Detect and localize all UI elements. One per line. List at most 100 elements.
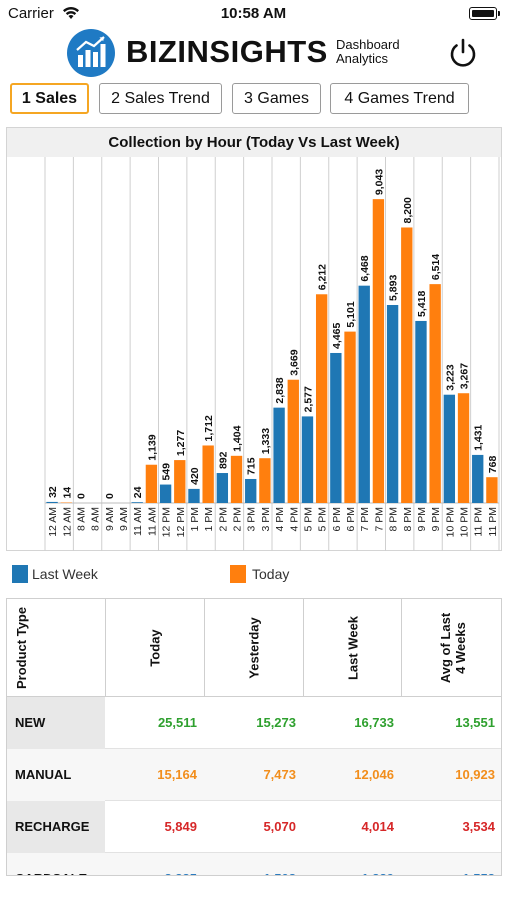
tab-sales[interactable]: 1 Sales bbox=[10, 83, 89, 114]
x-tick-label: 1 PM bbox=[189, 507, 201, 532]
app-header: BIZINSIGHTS Dashboard Analytics bbox=[0, 28, 507, 80]
header-avg-last-4-weeks: Avg of Last 4 Weeks bbox=[402, 599, 501, 697]
x-tick-label: 2 PM bbox=[232, 507, 244, 532]
data-label: 0 bbox=[104, 493, 116, 499]
chart-title: Collection by Hour (Today Vs Last Week) bbox=[7, 128, 501, 157]
bar-last-week bbox=[159, 484, 172, 503]
bar-today bbox=[287, 379, 299, 503]
x-tick-label: 6 PM bbox=[331, 507, 343, 532]
chart-legend: Last Week Today bbox=[0, 560, 507, 588]
data-label: 715 bbox=[246, 457, 258, 475]
bar-today bbox=[457, 393, 470, 503]
x-tick-label: 8 PM bbox=[402, 507, 414, 532]
x-tick-label: 12 AM bbox=[47, 507, 59, 537]
clock: 10:58 AM bbox=[220, 5, 287, 22]
data-label: 768 bbox=[487, 456, 499, 474]
cell-today: 2,335 bbox=[106, 853, 205, 875]
cell-today: 25,511 bbox=[157, 715, 197, 730]
x-tick-label: 11 AM bbox=[146, 507, 158, 536]
cell-last-week: 12,046 bbox=[354, 767, 394, 782]
x-tick-label: 10 PM bbox=[444, 507, 456, 537]
data-label: 1,139 bbox=[146, 434, 158, 460]
cell-yesterday: 15,273 bbox=[256, 715, 296, 730]
cell-yesterday: 7,473 bbox=[263, 767, 296, 782]
bar-last-week bbox=[46, 501, 58, 503]
bar-today bbox=[315, 294, 328, 503]
x-tick-label: 3 PM bbox=[246, 507, 258, 532]
carrier-label: Carrier bbox=[8, 5, 54, 22]
x-tick-label: 4 PM bbox=[274, 507, 286, 532]
bar-chart-logo-icon bbox=[67, 29, 115, 77]
tab-sales-trend[interactable]: 2 Sales Trend bbox=[99, 83, 222, 114]
power-icon[interactable] bbox=[446, 36, 480, 70]
x-tick-label: 8 AM bbox=[75, 507, 87, 531]
legend-label-today: Today bbox=[252, 566, 290, 582]
legend-label-last-week: Last Week bbox=[32, 566, 98, 582]
product-type-table: Product Type Today Yesterday Last Week A… bbox=[6, 598, 502, 876]
data-label: 4,465 bbox=[331, 323, 343, 349]
bar-today bbox=[486, 477, 498, 503]
brand-name: BIZINSIGHTS bbox=[126, 34, 328, 69]
data-label: 6,468 bbox=[359, 255, 371, 281]
x-tick-label: 1 PM bbox=[203, 507, 215, 532]
x-tick-label: 11 AM bbox=[132, 507, 144, 536]
bar-today bbox=[174, 460, 186, 503]
bar-today bbox=[344, 331, 356, 503]
cell-last-week: 16,733 bbox=[354, 715, 394, 730]
data-label: 9,043 bbox=[373, 169, 385, 195]
x-tick-label: 4 PM bbox=[288, 507, 300, 532]
bar-today bbox=[429, 284, 441, 503]
x-tick-label: 11 PM bbox=[473, 507, 485, 537]
x-tick-label: 9 PM bbox=[416, 507, 428, 532]
x-tick-label: 9 PM bbox=[430, 507, 442, 532]
cell-avg: 1,553 bbox=[402, 853, 501, 875]
cell-avg: 10,923 bbox=[455, 767, 495, 782]
data-label: 1,712 bbox=[203, 415, 215, 441]
tab-games-trend[interactable]: 4 Games Trend bbox=[330, 83, 469, 114]
x-tick-label: 12 PM bbox=[161, 507, 173, 537]
cell-avg: 3,534 bbox=[462, 819, 495, 834]
legend-swatch-last-week bbox=[12, 565, 28, 583]
bar-last-week bbox=[415, 320, 427, 503]
brand-subtitle: Dashboard Analytics bbox=[336, 38, 400, 66]
bar-today bbox=[401, 227, 413, 503]
collection-chart-panel: Collection by Hour (Today Vs Last Week) … bbox=[6, 127, 502, 551]
header-product-type-label: Product Type bbox=[14, 606, 29, 689]
data-label: 1,333 bbox=[260, 428, 272, 454]
data-label: 1,431 bbox=[473, 424, 485, 450]
table-row: CARDSALE2,3351,5081,3291,553 bbox=[7, 853, 501, 875]
bar-last-week bbox=[301, 416, 314, 503]
data-label: 1,404 bbox=[232, 425, 244, 451]
battery-icon bbox=[469, 7, 500, 20]
cell-last-week: 1,329 bbox=[304, 853, 402, 875]
x-tick-label: 11 PM bbox=[487, 507, 499, 537]
bar-last-week bbox=[330, 352, 342, 503]
table-header: Product Type Today Yesterday Last Week A… bbox=[7, 599, 501, 697]
legend-swatch-today bbox=[230, 565, 246, 583]
data-label: 8,200 bbox=[402, 197, 414, 223]
bar-today bbox=[230, 455, 243, 503]
data-label: 14 bbox=[61, 487, 73, 499]
tab-games[interactable]: 3 Games bbox=[232, 83, 321, 114]
x-tick-label: 6 PM bbox=[345, 507, 357, 532]
bar-today bbox=[259, 458, 271, 503]
wifi-icon bbox=[63, 7, 79, 19]
x-tick-label: 10 PM bbox=[459, 507, 471, 537]
x-tick-label: 8 PM bbox=[388, 507, 400, 532]
data-label: 32 bbox=[47, 486, 59, 498]
data-label: 5,418 bbox=[416, 291, 428, 317]
header-yesterday: Yesterday bbox=[205, 599, 304, 697]
cell-avg: 13,551 bbox=[455, 715, 495, 730]
data-label: 6,514 bbox=[430, 254, 442, 280]
data-label: 3,669 bbox=[288, 349, 300, 375]
screen-bottom bbox=[0, 876, 507, 900]
bar-last-week bbox=[358, 285, 370, 503]
header-yesterday-label: Yesterday bbox=[246, 617, 262, 679]
data-label: 1,277 bbox=[175, 430, 187, 456]
data-label: 420 bbox=[189, 467, 201, 485]
bar-today bbox=[202, 445, 214, 503]
bar-today bbox=[372, 199, 385, 503]
header-product-type: Product Type bbox=[7, 599, 106, 697]
bar-last-week bbox=[131, 502, 143, 503]
